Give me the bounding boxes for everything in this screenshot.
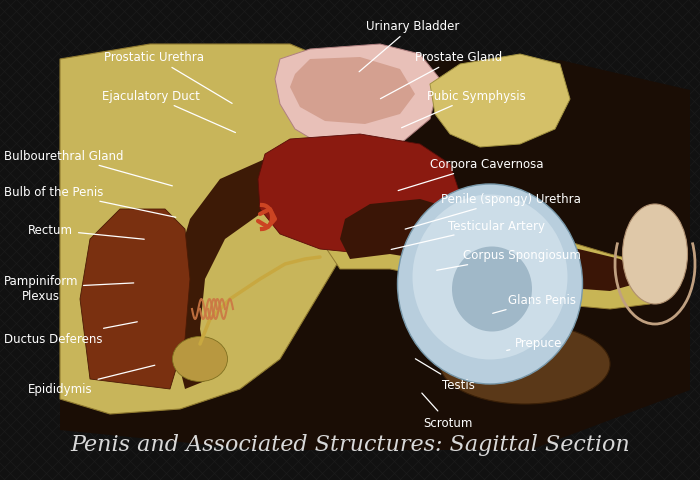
Text: Bulbourethral Gland: Bulbourethral Gland	[4, 149, 172, 186]
Polygon shape	[80, 210, 190, 389]
Text: Epididymis: Epididymis	[28, 365, 155, 396]
Polygon shape	[275, 45, 440, 150]
Text: Bulb of the Penis: Bulb of the Penis	[4, 185, 176, 218]
Ellipse shape	[412, 195, 568, 360]
Text: Prostatic Urethra: Prostatic Urethra	[104, 51, 232, 104]
Polygon shape	[310, 175, 660, 309]
Polygon shape	[340, 200, 640, 291]
Text: Urinary Bladder: Urinary Bladder	[359, 20, 460, 72]
Text: Rectum: Rectum	[28, 224, 144, 240]
Polygon shape	[60, 61, 690, 450]
Ellipse shape	[622, 204, 687, 304]
Text: Scrotum: Scrotum	[422, 393, 472, 429]
Ellipse shape	[452, 247, 532, 332]
Text: Ductus Deferens: Ductus Deferens	[4, 322, 137, 345]
Text: Pubic Symphysis: Pubic Symphysis	[402, 89, 526, 129]
Polygon shape	[290, 58, 415, 125]
Text: Glans Penis: Glans Penis	[493, 293, 577, 313]
Polygon shape	[258, 135, 460, 254]
Polygon shape	[170, 160, 360, 389]
Text: Corpora Cavernosa: Corpora Cavernosa	[398, 157, 543, 191]
Text: Prepuce: Prepuce	[507, 336, 563, 351]
Text: Testicular Artery: Testicular Artery	[391, 219, 545, 250]
Text: Penile (spongy) Urethra: Penile (spongy) Urethra	[405, 192, 581, 229]
Text: Ejaculatory Duct: Ejaculatory Duct	[102, 89, 235, 133]
Ellipse shape	[440, 324, 610, 404]
Polygon shape	[430, 55, 570, 148]
Ellipse shape	[172, 337, 228, 382]
Text: Testis: Testis	[415, 359, 475, 392]
Polygon shape	[60, 45, 360, 414]
Ellipse shape	[398, 185, 582, 384]
Text: Penis and Associated Structures: Sagittal Section: Penis and Associated Structures: Sagitta…	[70, 433, 630, 455]
Text: Pampiniform
Plexus: Pampiniform Plexus	[4, 274, 134, 302]
Text: Prostate Gland: Prostate Gland	[380, 51, 502, 99]
Text: Corpus Spongiosum: Corpus Spongiosum	[437, 249, 580, 271]
